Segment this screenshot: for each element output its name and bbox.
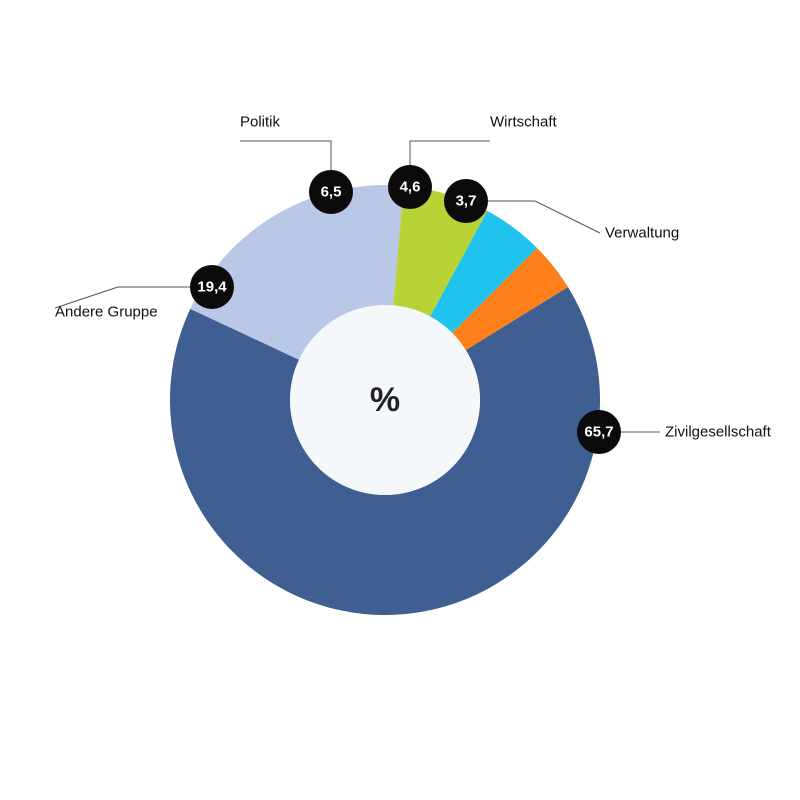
center-label: % [370, 381, 400, 419]
label-andere: Andere Gruppe [55, 304, 158, 321]
label-wirtschaft: Wirtschaft [490, 114, 558, 131]
badge-value-zivilgesellschaft: 65,7 [584, 424, 613, 441]
badge-value-andere: 19,4 [197, 279, 227, 296]
leader-politik [240, 141, 331, 170]
badge-value-wirtschaft: 4,6 [400, 179, 421, 196]
badge-value-verwaltung: 3,7 [456, 193, 477, 210]
leader-wirtschaft [410, 141, 490, 165]
badge-value-politik: 6,5 [321, 184, 342, 201]
label-politik: Politik [240, 114, 281, 131]
label-verwaltung: Verwaltung [605, 225, 679, 242]
label-zivilgesellschaft: Zivilgesellschaft [665, 424, 772, 441]
donut-chart: % 3,7 Verwaltung 65,7 Zivilgesellschaft 19,4 A… [0, 0, 800, 800]
